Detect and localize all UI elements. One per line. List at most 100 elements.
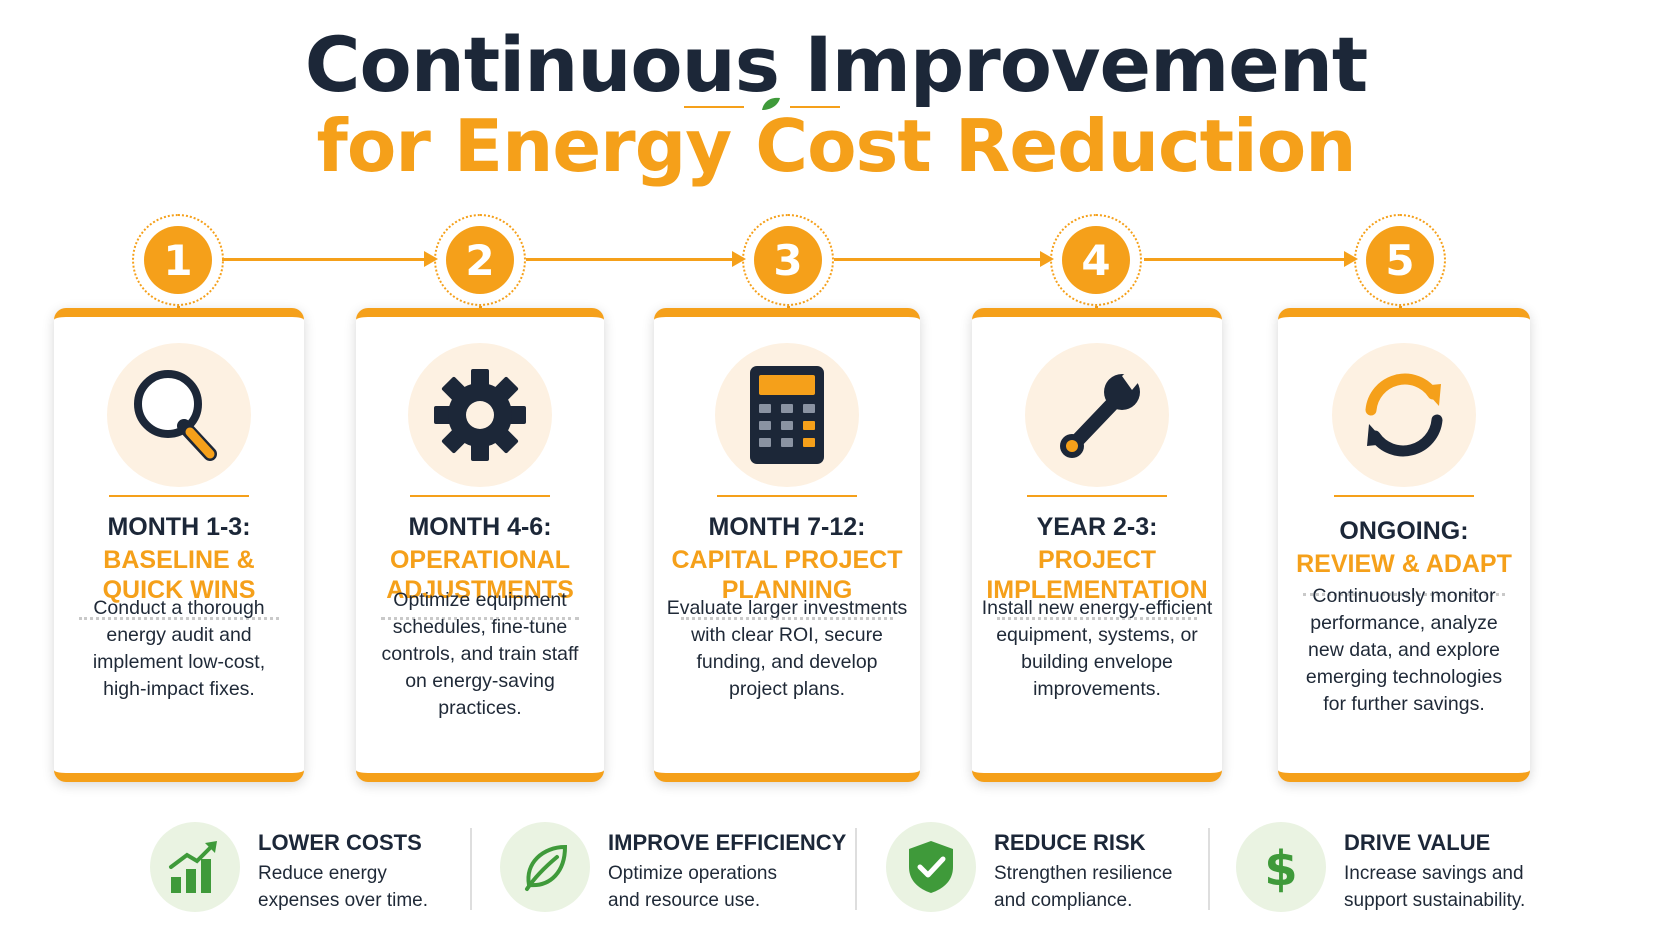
description-line: on energy-saving — [405, 670, 555, 692]
description-line: Evaluate larger investments — [666, 597, 908, 619]
step-number-badge: 1 — [132, 214, 224, 306]
timeline-connector — [526, 258, 740, 261]
timeline-connector — [834, 258, 1048, 261]
step-phase-line: IMPLEMENTATION — [986, 576, 1208, 604]
step-card-capital-planning: MONTH 7-12: CAPITAL PROJECT PLANNING Eva… — [654, 308, 920, 782]
dotted-divider — [380, 617, 580, 620]
step-phase-line: QUICK WINS — [102, 576, 256, 604]
card-divider — [1027, 495, 1167, 497]
step-description: Continuously monitor performance, analyz… — [1278, 583, 1530, 718]
step-period: YEAR 2-3: — [1036, 513, 1158, 541]
title-divider-right — [790, 106, 840, 108]
shield-check-icon — [909, 841, 953, 893]
icon-circle — [1332, 343, 1476, 487]
dotted-divider — [1303, 593, 1505, 596]
description-line: schedules, fine-tune — [392, 616, 568, 638]
step-card-ongoing: ONGOING: REVIEW & ADAPT Continuously mon… — [1278, 308, 1530, 782]
step-number-badge: 2 — [434, 214, 526, 306]
description-line: with clear ROI, secure — [691, 624, 883, 646]
description-line: Install new energy-efficient — [981, 597, 1213, 619]
step-number: 2 — [446, 226, 514, 294]
description-line: project plans. — [729, 678, 845, 700]
description-line: implement low-cost, — [92, 651, 266, 673]
description-line: Conduct a thorough — [93, 597, 265, 619]
step-number-badge: 3 — [742, 214, 834, 306]
benefit-icon-circle — [500, 822, 590, 912]
step-phase: BASELINE & QUICK WINS — [54, 545, 304, 605]
description-line: energy audit and — [106, 624, 252, 646]
step-period: MONTH 4-6: — [408, 513, 552, 541]
benefit-title: DRIVE VALUE — [1344, 830, 1491, 855]
description-line: controls, and train staff — [381, 643, 579, 665]
leaf-icon — [525, 844, 568, 891]
step-description: Install new energy-efficient equipment, … — [972, 595, 1222, 703]
step-phase: PROJECT IMPLEMENTATION — [972, 545, 1222, 605]
card-divider — [109, 495, 249, 497]
benefit-drive-value: $ DRIVE VALUE Increase savings and suppo… — [1236, 818, 1576, 918]
description-line: building envelope — [1021, 651, 1173, 673]
step-number-badge: 4 — [1050, 214, 1142, 306]
step-number: 1 — [144, 226, 212, 294]
icon-circle — [715, 343, 859, 487]
card-divider — [1334, 495, 1474, 497]
benefit-separator — [470, 828, 472, 910]
description-line: improvements. — [1033, 678, 1161, 700]
step-phase-line: ADJUSTMENTS — [386, 576, 574, 604]
description-line: funding, and develop — [696, 651, 878, 673]
benefit-title: IMPROVE EFFICIENCY — [608, 830, 847, 855]
benefit-title: LOWER COSTS — [258, 830, 422, 855]
benefit-icon-circle — [150, 822, 240, 912]
benefit-line: expenses over time. — [258, 890, 429, 911]
icon-circle — [1025, 343, 1169, 487]
step-description: Optimize equipment schedules, fine-tune … — [356, 587, 604, 722]
title-line-2: for Energy Cost Reduction — [316, 104, 1357, 188]
step-number: 4 — [1062, 226, 1130, 294]
step-description: Conduct a thorough energy audit and impl… — [54, 595, 304, 703]
benefit-title: REDUCE RISK — [994, 830, 1146, 855]
step-phase-line: REVIEW & ADAPT — [1296, 550, 1512, 578]
card-divider — [717, 495, 857, 497]
benefit-line: Reduce energy — [258, 863, 387, 884]
benefit-line: Increase savings and — [1344, 863, 1524, 884]
timeline-connector — [1144, 258, 1352, 261]
benefit-icon-circle: $ — [1236, 822, 1326, 912]
benefit-icon-circle — [886, 822, 976, 912]
description-line: new data, and explore — [1308, 639, 1500, 661]
card-divider — [410, 495, 550, 497]
step-phase-line: PLANNING — [721, 576, 853, 604]
description-line: emerging technologies — [1305, 666, 1503, 688]
step-card-baseline: MONTH 1-3: BASELINE & QUICK WINS Conduct… — [54, 308, 304, 782]
step-description: Evaluate larger investments with clear R… — [654, 595, 920, 703]
benefit-description: Optimize operations and resource use. — [608, 860, 777, 914]
dotted-divider — [680, 617, 894, 620]
step-phase-line: OPERATIONAL — [389, 546, 571, 574]
step-period: MONTH 1-3: — [107, 513, 251, 541]
step-phase: REVIEW & ADAPT — [1278, 549, 1530, 579]
bar-chart-up-icon — [169, 841, 217, 893]
dotted-divider — [997, 617, 1197, 620]
icon-circle — [408, 343, 552, 487]
step-number: 3 — [754, 226, 822, 294]
benefit-line: and compliance. — [994, 890, 1133, 911]
benefit-description: Increase savings and support sustainabil… — [1344, 860, 1525, 914]
svg-text:$: $ — [1264, 841, 1297, 897]
benefit-line: Optimize operations — [608, 863, 777, 884]
step-period: ONGOING: — [1339, 517, 1469, 545]
description-line: equipment, systems, or — [996, 624, 1198, 646]
description-line: practices. — [438, 697, 522, 719]
step-card-operational: MONTH 4-6: OPERATIONAL ADJUSTMENTS Optim… — [356, 308, 604, 782]
benefit-line: support sustainability. — [1344, 890, 1526, 911]
magnifying-glass-icon — [134, 370, 217, 461]
description-line: Optimize equipment — [393, 589, 567, 611]
refresh-cycle-icon — [1365, 373, 1443, 457]
description-line: Continuously monitor — [1312, 585, 1496, 607]
benefit-description: Strengthen resilience and compliance. — [994, 860, 1173, 914]
benefit-line: Strengthen resilience — [994, 863, 1173, 884]
benefit-line: and resource use. — [608, 890, 761, 911]
calculator-icon — [750, 366, 824, 464]
description-line: performance, analyze — [1310, 612, 1498, 634]
step-phase: CAPITAL PROJECT PLANNING — [654, 545, 920, 605]
timeline-connector — [222, 258, 432, 261]
benefit-reduce-risk: REDUCE RISK Strengthen resilience and co… — [886, 818, 1206, 918]
step-card-implementation: YEAR 2-3: PROJECT IMPLEMENTATION Install… — [972, 308, 1222, 782]
